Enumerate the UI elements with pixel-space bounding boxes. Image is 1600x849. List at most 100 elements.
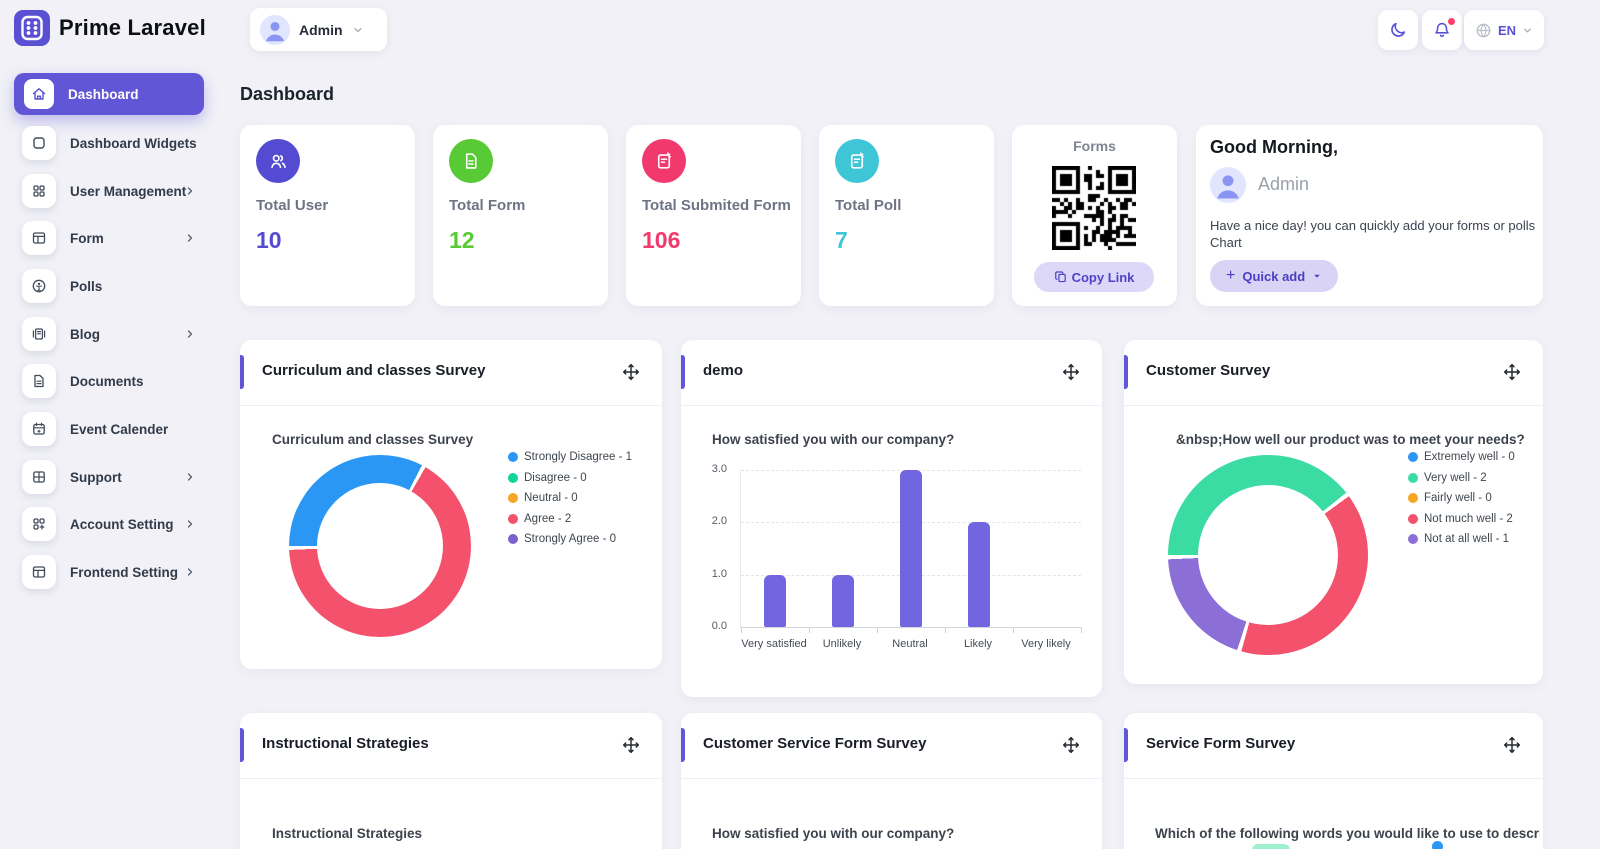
document-icon [22, 364, 56, 398]
sidebar-item-label: Support [70, 469, 122, 485]
greeting-card: Good Morning, Admin Have a nice day! you… [1196, 125, 1543, 306]
sidebar-item-label: Documents [70, 373, 144, 389]
widget-title: Customer Survey [1146, 362, 1271, 379]
calendar-icon [22, 412, 56, 446]
chart-area: Curriculum and classes Survey Strongly D… [240, 405, 662, 669]
quick-add-button[interactable]: + Quick add [1210, 260, 1339, 292]
donut-chart [1168, 455, 1368, 655]
move-icon[interactable] [622, 363, 640, 381]
dark-mode-toggle[interactable] [1378, 10, 1418, 50]
chart-widget-curriculum-survey: Curriculum and classes Survey Curriculum… [240, 340, 662, 669]
widget-header: Customer Survey [1124, 340, 1543, 406]
table-icon [22, 555, 56, 589]
sidebar-item-label: Frontend Setting [70, 564, 178, 580]
chart-legend: Strongly Disagree - 1 Disagree - 0 Neutral… [508, 451, 632, 545]
grid-table-icon [22, 460, 56, 494]
legend-item: Strongly Agree - 0 [508, 533, 632, 545]
move-icon[interactable] [1062, 736, 1080, 754]
sidebar-item-blog[interactable]: Blog [14, 312, 204, 356]
move-icon[interactable] [1062, 363, 1080, 381]
chart-title: Instructional Strategies [272, 826, 423, 841]
sidebar-item-dashboard[interactable]: Dashboard [14, 73, 204, 115]
notifications-button[interactable] [1422, 10, 1462, 50]
chart-area: Which of the following words you would l… [1124, 778, 1543, 849]
donut-chart [289, 455, 471, 637]
chart-legend: Extremely well - 0 Very well - 2 Fairly we… [1408, 451, 1515, 545]
stat-value: 106 [642, 227, 681, 253]
file-icon [449, 139, 493, 183]
move-icon[interactable] [622, 736, 640, 754]
legend-item: Disagree - 0 [508, 472, 632, 484]
sidebar-item-dashboard-widgets[interactable]: Dashboard Widgets [14, 121, 204, 165]
sidebar-item-label: User Management [70, 183, 187, 199]
stat-value: 12 [449, 227, 475, 253]
quick-add-label: Quick add [1242, 268, 1306, 284]
widget-title: demo [703, 362, 744, 379]
widget-title: Service Form Survey [1146, 735, 1296, 752]
chart-widget-demo: demo How satisfied you with our company?… [681, 340, 1102, 697]
widget-title: Customer Service Form Survey [703, 735, 927, 752]
sidebar-item-frontend-setting[interactable]: Frontend Setting [14, 550, 204, 594]
copy-link-label: Copy Link [1071, 269, 1135, 285]
language-code: EN [1497, 22, 1517, 38]
users-icon [256, 139, 300, 183]
blog-icon [22, 317, 56, 351]
widget-header: demo [681, 340, 1102, 406]
sidebar-item-user-management[interactable]: User Management [14, 169, 204, 213]
move-icon[interactable] [1503, 736, 1521, 754]
sidebar-item-polls[interactable]: Polls [14, 264, 204, 308]
qr-code [1052, 166, 1136, 250]
chart-area: &nbsp;How well our product was to meet y… [1124, 405, 1543, 684]
sidebar-item-support[interactable]: Support [14, 455, 204, 499]
partial-legend-dot [1432, 841, 1443, 849]
widget-header: Service Form Survey [1124, 713, 1543, 779]
language-selector[interactable]: EN [1464, 10, 1544, 50]
copy-icon [1054, 270, 1068, 284]
chevron-down-icon [352, 24, 364, 36]
sidebar-item-event-calender[interactable]: Event Calender [14, 407, 204, 451]
grid-plus-icon [22, 507, 56, 541]
bar-chart [740, 470, 1082, 633]
chevron-right-icon [184, 328, 196, 340]
sidebar-item-form[interactable]: Form [14, 216, 204, 260]
legend-item: Agree - 2 [508, 513, 632, 525]
table-icon [22, 221, 56, 255]
legend-item: Not at all well - 1 [1408, 533, 1515, 545]
greeting-user: Admin [1258, 174, 1310, 194]
y-axis-labels: 3.0 2.0 1.0 0.0 [711, 463, 727, 632]
page-title: Dashboard [240, 84, 335, 104]
chart-widget-customer-survey: Customer Survey &nbsp;How well our produ… [1124, 340, 1543, 684]
caret-down-icon [1312, 271, 1322, 281]
sidebar-item-account-setting[interactable]: Account Setting [14, 502, 204, 546]
accent-bar [681, 355, 685, 389]
sidebar-item-label: Dashboard Widgets [70, 135, 197, 151]
avatar [1210, 167, 1246, 203]
legend-item: Fairly well - 0 [1408, 492, 1515, 504]
copy-link-button[interactable]: Copy Link [1034, 262, 1154, 292]
chart-area: How satisfied you with our company? 3.0 2… [681, 405, 1102, 697]
chart-title: How satisfied you with our company? [712, 826, 955, 841]
chevron-right-icon [184, 185, 196, 197]
stat-value: 10 [256, 227, 282, 253]
move-icon[interactable] [1503, 363, 1521, 381]
sidebar-item-documents[interactable]: Documents [14, 359, 204, 403]
stat-card-total-submited-form: Total Submited Form 106 [626, 125, 801, 306]
greeting-message: Have a nice day! you can quickly add you… [1210, 218, 1536, 250]
legend-item: Very well - 2 [1408, 472, 1515, 484]
globe-icon [1475, 22, 1492, 39]
chevron-right-icon [184, 566, 196, 578]
home-icon [24, 79, 54, 109]
brand-logo[interactable]: Prime Laravel [14, 10, 206, 46]
chart-title: &nbsp;How well our product was to meet y… [1176, 432, 1525, 447]
clipboard-check-icon [835, 139, 879, 183]
accent-bar [1124, 355, 1128, 389]
stat-label: Total Submited Form [642, 197, 791, 214]
x-axis-labels: Very satisfied Unlikely Neutral Likely Very … [741, 638, 1071, 650]
user-menu-button[interactable]: Admin [250, 8, 387, 51]
user-name: Admin [299, 21, 343, 38]
sidebar-item-label: Dashboard [68, 86, 139, 102]
accent-bar [240, 355, 244, 389]
stat-label: Total User [256, 197, 329, 214]
chevron-right-icon [184, 232, 196, 244]
